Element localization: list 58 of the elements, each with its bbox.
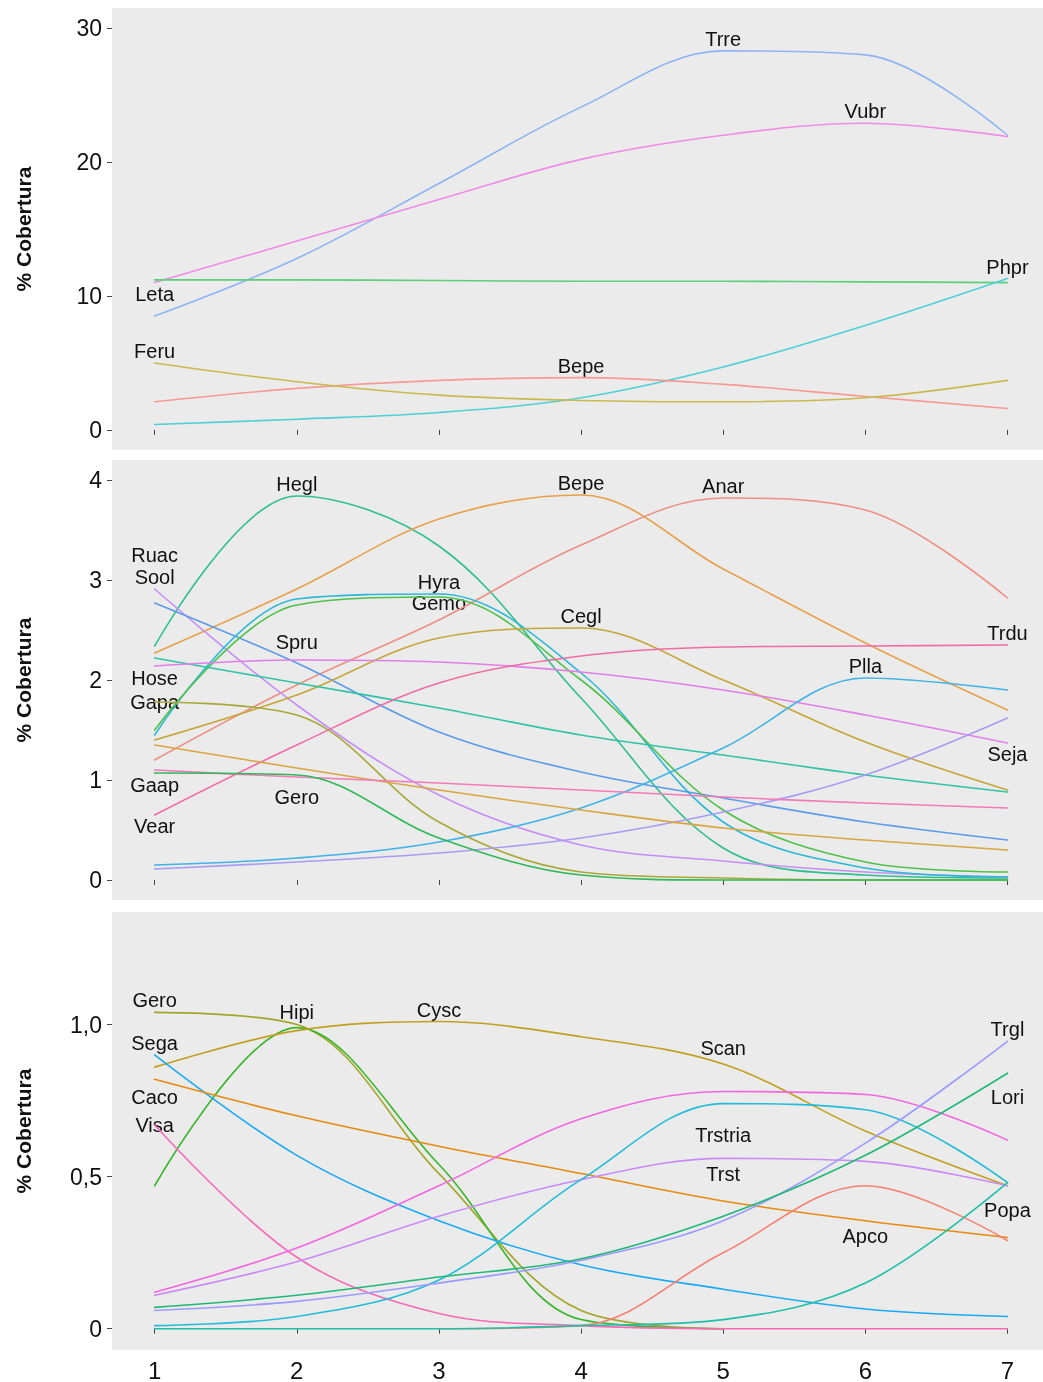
annotation: Gero <box>274 786 320 808</box>
annotation: Gaap <box>130 774 180 796</box>
line-series <box>153 376 1009 410</box>
y-tick-label: 4 <box>89 467 103 493</box>
annotation: Spru <box>275 631 318 653</box>
annotation: Trgl <box>990 1018 1025 1041</box>
y-tick-label: 0,5 <box>70 1163 102 1190</box>
annotation: Trst <box>706 1163 741 1186</box>
y-tick-label: 30 <box>76 15 102 42</box>
annotation: Sool <box>134 566 175 588</box>
x-tick-label: 7 <box>1000 1356 1015 1382</box>
annotation: Lori <box>990 1086 1025 1109</box>
y-tick-label: 20 <box>76 149 102 176</box>
y-tick-label: 0 <box>89 1315 102 1342</box>
annotation: Cysc <box>416 998 462 1021</box>
annotation: Hose <box>131 667 178 689</box>
annotation: Ruac <box>131 544 178 566</box>
annotation: Hipi <box>279 1000 315 1023</box>
annotation: Feru <box>134 339 176 362</box>
annotation: Scan <box>700 1036 746 1059</box>
y-tick-label: 2 <box>89 667 102 693</box>
annotation: Gemo <box>411 592 467 614</box>
x-tick-label: 4 <box>574 1356 588 1382</box>
y-axis-title: % Cobertura <box>12 1068 35 1194</box>
annotation: Plla <box>848 655 883 677</box>
y-tick-label: 3 <box>89 567 102 593</box>
x-tick-label: 6 <box>858 1356 873 1382</box>
annotation: Cegl <box>560 605 602 627</box>
annotation: Bepe <box>557 472 605 494</box>
annotation: Anar <box>702 475 745 497</box>
y-tick-label: 1,0 <box>70 1011 102 1038</box>
annotation: Seja <box>987 743 1029 765</box>
annotation: Apco <box>842 1224 889 1247</box>
annotation: Leta <box>135 282 175 305</box>
annotation: Gero <box>132 989 177 1012</box>
annotation: Visa <box>135 1113 175 1136</box>
y-axis-title: % Cobertura <box>12 166 35 292</box>
annotation: Hyra <box>417 571 461 593</box>
annotation: Trre <box>705 27 742 50</box>
annotation: Popa <box>984 1198 1032 1221</box>
y-axis-title: % Cobertura <box>12 617 35 743</box>
annotation: Vubr <box>844 100 887 123</box>
annotation: Caco <box>131 1086 178 1109</box>
y-tick-label: 10 <box>76 282 102 309</box>
annotation: Vear <box>134 815 176 837</box>
x-tick-label: 1 <box>147 1356 162 1382</box>
x-tick-label: 2 <box>290 1356 304 1382</box>
x-tick-label: 3 <box>432 1356 446 1382</box>
annotation: Bepe <box>557 354 605 377</box>
annotation: Trstria <box>695 1124 753 1147</box>
y-tick-label: 0 <box>89 867 102 893</box>
annotation: Phpr <box>986 255 1029 278</box>
x-tick-label: 5 <box>716 1356 730 1382</box>
y-tick-label: 1 <box>89 767 102 793</box>
annotation: Hegl <box>276 473 318 495</box>
annotation: Trdu <box>987 622 1028 644</box>
annotation: Sega <box>131 1031 179 1054</box>
y-tick-label: 0 <box>89 416 102 443</box>
